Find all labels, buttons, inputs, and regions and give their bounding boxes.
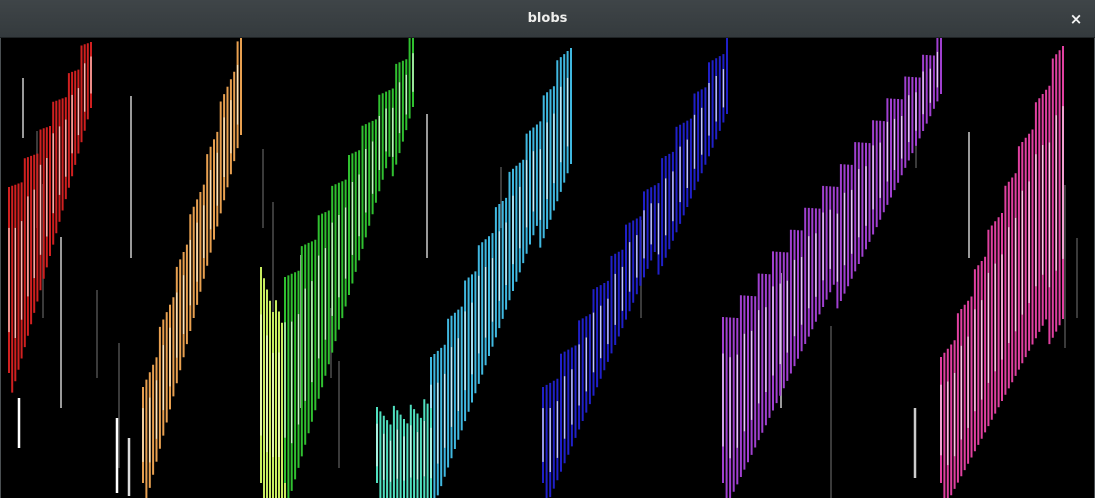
blob-green [284,38,414,498]
window-title: blobs [527,11,568,26]
blob-blue [542,38,728,498]
blob-visualization [8,38,1078,498]
blob-red [8,42,92,393]
blob-orange [142,38,242,498]
close-icon[interactable]: × [1069,10,1083,28]
window-titlebar[interactable]: blobs × [0,0,1095,38]
blob-purple [722,38,942,498]
render-canvas [0,38,1095,498]
blob-cyan [430,48,572,498]
blob-pink [940,46,1064,498]
blob-teal [376,399,432,498]
